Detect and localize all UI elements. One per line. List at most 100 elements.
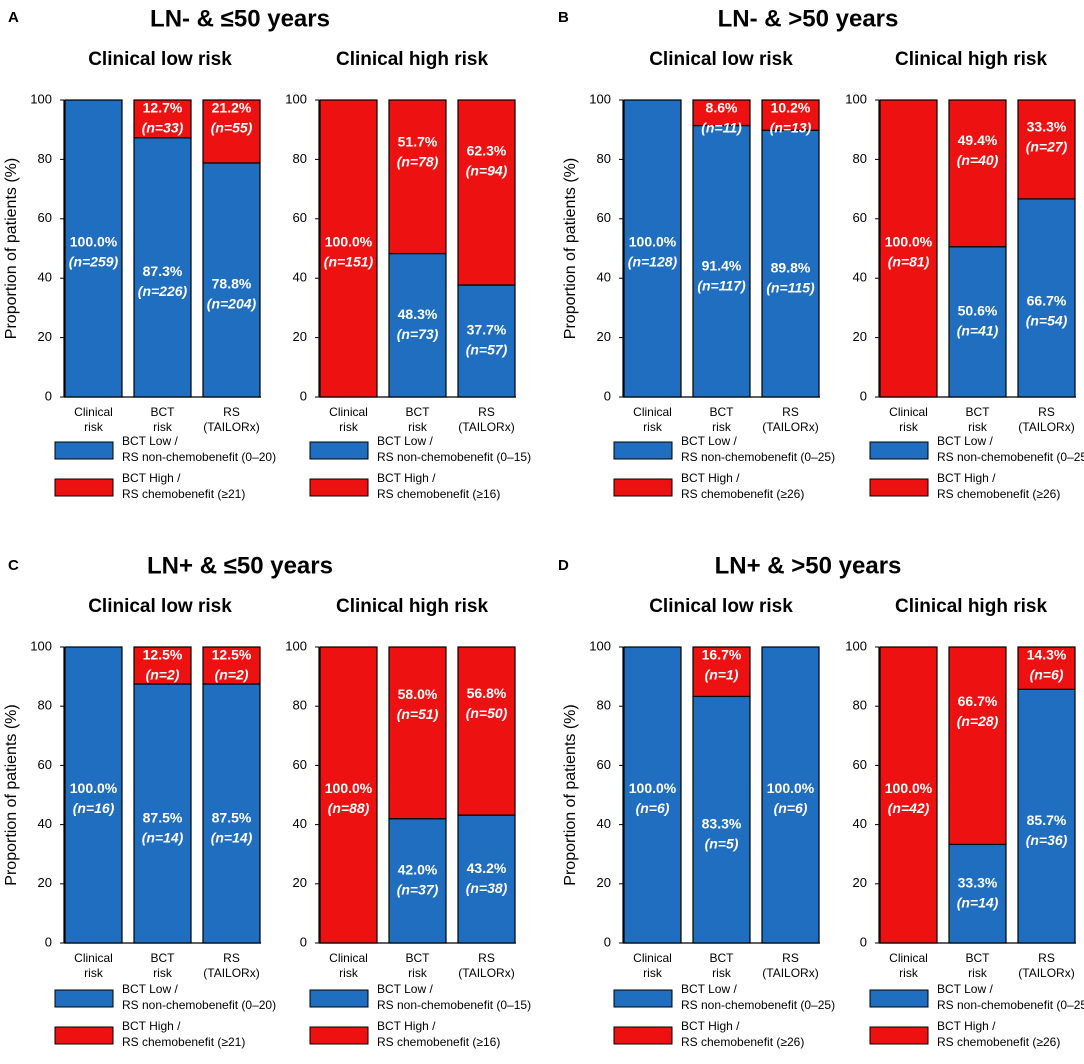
legend-label-low: BCT Low / bbox=[122, 982, 178, 996]
y-tick-label: 0 bbox=[300, 388, 307, 403]
bar-segment-low bbox=[133, 683, 192, 944]
y-tick-label: 0 bbox=[604, 388, 611, 403]
stacked-bar-chart: Clinical high risk 0 20 40 60 80 100 100.0% (n=8… bbox=[845, 49, 1084, 501]
legend-label-high: RS chemobenefit (≥26) bbox=[681, 1035, 804, 1049]
legend-swatch-low bbox=[309, 989, 369, 1008]
y-tick-label: 60 bbox=[597, 757, 611, 772]
bar-segment-high bbox=[457, 99, 516, 286]
y-tick-label: 60 bbox=[293, 210, 307, 225]
x-tick-label: risk bbox=[153, 420, 173, 434]
bar-label-percent: 66.7% bbox=[1027, 293, 1067, 309]
x-tick-label: RS bbox=[223, 405, 240, 419]
y-tick-label: 80 bbox=[293, 151, 307, 166]
legend-label-low: RS non-chemobenefit (0–25) bbox=[937, 450, 1084, 464]
bar-segment-low bbox=[692, 124, 751, 398]
bar-segment-low bbox=[64, 646, 123, 944]
x-tick-label: (TAILORx) bbox=[458, 420, 514, 434]
bar-label-percent: 12.5% bbox=[143, 647, 183, 663]
chart-title: Clinical high risk bbox=[336, 49, 488, 70]
y-axis-label: Proportion of patients (%) bbox=[3, 158, 20, 339]
bar-label-count: (n=28) bbox=[957, 713, 999, 729]
y-tick-label: 20 bbox=[38, 329, 52, 344]
panel-title: LN- & >50 years bbox=[718, 5, 899, 32]
legend-swatch-low bbox=[309, 441, 369, 460]
chart-title: Clinical low risk bbox=[88, 49, 232, 70]
legend-swatch-high bbox=[869, 478, 929, 497]
bar-label-percent: 50.6% bbox=[958, 303, 998, 319]
y-tick-label: 40 bbox=[853, 270, 867, 285]
y-tick-label: 40 bbox=[293, 816, 307, 831]
y-tick-label: 100 bbox=[285, 91, 307, 106]
y-tick-label: 40 bbox=[853, 816, 867, 831]
y-tick-label: 80 bbox=[597, 698, 611, 713]
bar-label-count: (n=42) bbox=[888, 800, 930, 816]
bar-label-count: (n=6) bbox=[774, 800, 808, 816]
stacked-bar-chart: Clinical low risk Proportion of patients … bbox=[562, 596, 835, 1049]
x-tick-label: risk bbox=[339, 420, 359, 434]
x-tick-label: risk bbox=[899, 420, 919, 434]
bar-segment-high bbox=[692, 99, 751, 127]
y-tick-label: 80 bbox=[853, 151, 867, 166]
x-tick-label: (TAILORx) bbox=[203, 420, 259, 434]
y-tick-label: 0 bbox=[604, 934, 611, 949]
legend-label-high: RS chemobenefit (≥26) bbox=[937, 487, 1060, 501]
chart-title: Clinical high risk bbox=[895, 596, 1047, 617]
bar-label-percent: 100.0% bbox=[325, 780, 373, 796]
bar-segment-low bbox=[948, 246, 1007, 398]
bar-segment-low bbox=[623, 646, 682, 944]
bar-segment-high bbox=[388, 99, 447, 255]
bar-label-count: (n=27) bbox=[1026, 138, 1068, 154]
x-tick-label: risk bbox=[712, 966, 732, 980]
bar-segment-high bbox=[1017, 646, 1076, 690]
legend-swatch-high bbox=[54, 478, 114, 497]
bar-label-count: (n=2) bbox=[215, 667, 249, 683]
x-tick-label: Clinical bbox=[329, 951, 368, 965]
bar-segment-high bbox=[202, 99, 261, 164]
x-tick-label: (TAILORx) bbox=[1018, 420, 1074, 434]
bar-segment-high bbox=[948, 646, 1007, 846]
legend-swatch-low bbox=[54, 441, 114, 460]
bar-segment-low bbox=[761, 129, 820, 398]
bar-segment-high bbox=[1017, 99, 1076, 200]
y-tick-label: 100 bbox=[589, 91, 611, 106]
x-tick-label: Clinical bbox=[329, 405, 368, 419]
x-tick-label: Clinical bbox=[633, 951, 672, 965]
x-tick-label: BCT bbox=[406, 405, 431, 419]
bar-label-percent: 12.7% bbox=[143, 100, 183, 116]
legend-swatch-high bbox=[613, 1026, 673, 1045]
legend-label-low: BCT Low / bbox=[681, 982, 737, 996]
legend-swatch-high bbox=[869, 1026, 929, 1045]
x-tick-label: Clinical bbox=[633, 405, 672, 419]
legend-label-high: RS chemobenefit (≥21) bbox=[122, 487, 245, 501]
bar-label-percent: 8.6% bbox=[706, 100, 738, 116]
bar-label-percent: 87.5% bbox=[143, 809, 183, 825]
bar-label-percent: 14.3% bbox=[1027, 647, 1067, 663]
x-tick-label: (TAILORx) bbox=[1018, 966, 1074, 980]
x-tick-label: Clinical bbox=[74, 405, 113, 419]
bar-label-percent: 48.3% bbox=[398, 306, 438, 322]
legend-swatch-low bbox=[54, 989, 114, 1008]
bar-segment-low bbox=[202, 162, 261, 398]
legend-swatch-low bbox=[613, 441, 673, 460]
chart-title: Clinical low risk bbox=[649, 49, 793, 70]
bar-segment-low bbox=[761, 646, 820, 944]
legend-label-high: BCT High / bbox=[681, 1019, 740, 1033]
y-tick-label: 20 bbox=[597, 875, 611, 890]
y-tick-label: 20 bbox=[293, 875, 307, 890]
legend-swatch-low bbox=[613, 989, 673, 1008]
x-tick-label: RS bbox=[1038, 405, 1055, 419]
bar-label-count: (n=14) bbox=[142, 829, 184, 845]
bar-label-percent: 89.8% bbox=[771, 260, 811, 276]
chart-title: Clinical low risk bbox=[88, 596, 232, 617]
x-tick-label: BCT bbox=[966, 951, 991, 965]
bar-label-count: (n=14) bbox=[211, 829, 253, 845]
bar-label-percent: 51.7% bbox=[398, 134, 438, 150]
bar-label-percent: 100.0% bbox=[885, 780, 933, 796]
bar-segment-high bbox=[692, 646, 751, 698]
bar-label-count: (n=50) bbox=[466, 705, 508, 721]
bar-label-count: (n=6) bbox=[636, 800, 670, 816]
legend-label-low: BCT Low / bbox=[122, 434, 178, 448]
bar-label-count: (n=204) bbox=[207, 295, 257, 311]
chart-title: Clinical high risk bbox=[895, 49, 1047, 70]
bar-label-count: (n=51) bbox=[397, 706, 439, 722]
